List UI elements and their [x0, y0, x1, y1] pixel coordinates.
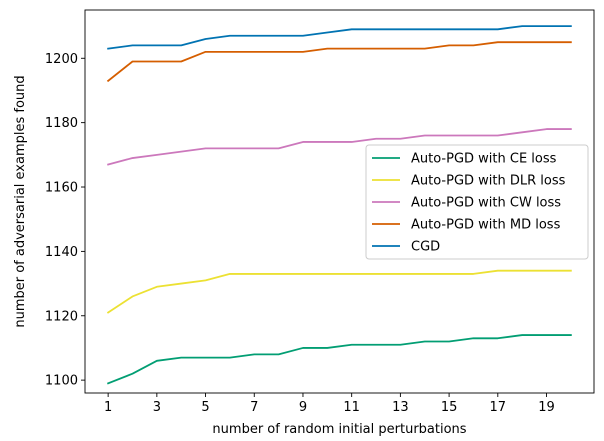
plot-frame — [84, 9, 595, 394]
series-line-5 — [107, 25, 572, 50]
x-tick-label: 7 — [250, 400, 258, 415]
legend-label: CGD — [411, 240, 440, 255]
series-layer — [106, 25, 572, 385]
series-line-3 — [107, 128, 572, 166]
x-tick-label: 9 — [299, 400, 307, 415]
y-tick-label: 1200 — [45, 52, 78, 67]
x-tick-label: 3 — [153, 400, 161, 415]
x-axis: 1 3 5 7 9 11 13 15 17 19 — [104, 393, 555, 415]
y-tick-label: 1100 — [45, 374, 78, 389]
x-tick-label: 1 — [104, 400, 112, 415]
series-line-4 — [106, 41, 572, 83]
legend-box — [365, 144, 589, 260]
y-tick-label: 1180 — [45, 116, 78, 131]
x-tick-label: 13 — [392, 400, 409, 415]
legend: Auto-PGD with CE loss Auto-PGD with DLR l… — [365, 144, 589, 260]
series-line-1 — [106, 334, 572, 385]
y-axis-label: number of adversarial examples found — [13, 75, 28, 327]
legend-label: Auto-PGD with MD loss — [411, 218, 561, 233]
y-tick-label: 1160 — [45, 181, 78, 196]
series-line-2 — [106, 269, 572, 314]
legend-label: Auto-PGD with DLR loss — [411, 174, 566, 189]
x-tick-label: 15 — [441, 400, 458, 415]
x-tick-label: 11 — [343, 400, 360, 415]
x-tick-label: 5 — [201, 400, 209, 415]
x-tick-label: 17 — [490, 400, 507, 415]
legend-label: Auto-PGD with CE loss — [411, 152, 557, 167]
y-tick-label: 1140 — [45, 245, 78, 260]
y-axis: 1100 1120 1140 1160 1180 1200 — [45, 52, 85, 389]
x-tick-label: 19 — [538, 400, 555, 415]
legend-label: Auto-PGD with CW loss — [411, 196, 561, 211]
y-tick-label: 1120 — [45, 309, 78, 324]
x-axis-label: number of random initial perturbations — [212, 422, 466, 437]
